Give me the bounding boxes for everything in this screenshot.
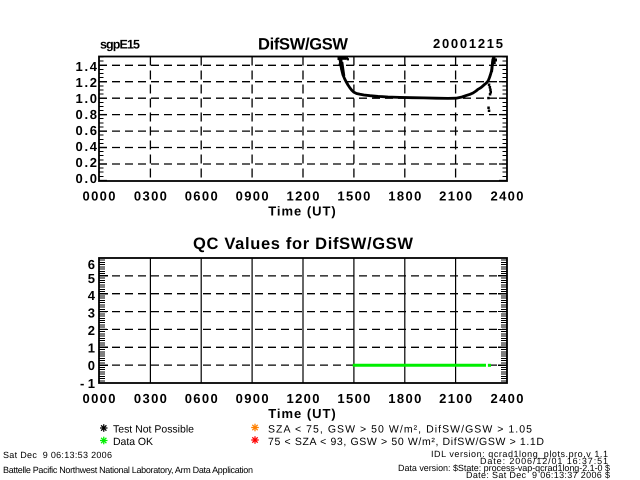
svg-text:2400: 2400 bbox=[491, 391, 524, 406]
svg-text:0.2: 0.2 bbox=[76, 155, 98, 170]
svg-text:3: 3 bbox=[88, 306, 95, 321]
svg-text:Time (UT): Time (UT) bbox=[268, 406, 336, 421]
svg-text:1.2: 1.2 bbox=[76, 75, 98, 90]
svg-text:SZA < 75, GSW > 50 W/m², DifSW: SZA < 75, GSW > 50 W/m², DifSW/GSW > 1.0… bbox=[268, 424, 532, 436]
svg-text:1.4: 1.4 bbox=[76, 59, 98, 74]
svg-text:0300: 0300 bbox=[134, 391, 167, 406]
svg-text:1200: 1200 bbox=[287, 391, 320, 406]
svg-text:0: 0 bbox=[88, 358, 95, 373]
svg-text:Date: Sat Dec 9 06:13:37 2006: Date: Sat Dec 9 06:13:37 2006 $ bbox=[466, 470, 610, 480]
svg-text:2400: 2400 bbox=[491, 189, 524, 204]
svg-text:0900: 0900 bbox=[236, 189, 269, 204]
svg-text:2100: 2100 bbox=[439, 189, 472, 204]
svg-text:2: 2 bbox=[88, 323, 95, 338]
svg-text:0000: 0000 bbox=[83, 189, 116, 204]
svg-text:0000: 0000 bbox=[83, 391, 116, 406]
svg-text:0.0: 0.0 bbox=[76, 171, 98, 186]
svg-text:0.4: 0.4 bbox=[76, 139, 98, 154]
svg-text:Data OK: Data OK bbox=[113, 436, 153, 448]
svg-text:IDL version: qcrad1long_plots.: IDL version: qcrad1long_plots.pro,v 1.1 bbox=[431, 449, 608, 459]
svg-text:20001215: 20001215 bbox=[433, 36, 503, 51]
svg-text:Time (UT): Time (UT) bbox=[268, 204, 336, 219]
svg-text:1: 1 bbox=[88, 341, 95, 356]
svg-text:1.0: 1.0 bbox=[76, 91, 98, 106]
svg-text:0.8: 0.8 bbox=[76, 107, 98, 122]
svg-text:0600: 0600 bbox=[185, 391, 218, 406]
svg-text:1800: 1800 bbox=[388, 391, 421, 406]
svg-text:1200: 1200 bbox=[287, 189, 320, 204]
svg-text:QC Values for DifSW/GSW: QC Values for DifSW/GSW bbox=[193, 235, 413, 253]
svg-text:Sat Dec 9 06:13:53 2006: Sat Dec 9 06:13:53 2006 bbox=[3, 450, 112, 460]
svg-text:Test Not Possible: Test Not Possible bbox=[113, 424, 194, 436]
svg-text:0300: 0300 bbox=[134, 189, 167, 204]
svg-text:DifSW/GSW: DifSW/GSW bbox=[258, 36, 348, 54]
svg-text:4: 4 bbox=[88, 288, 96, 303]
svg-text:sgpE15: sgpE15 bbox=[100, 37, 140, 51]
svg-text:-1: -1 bbox=[80, 376, 95, 391]
svg-text:0.6: 0.6 bbox=[76, 123, 98, 138]
svg-text:0900: 0900 bbox=[236, 391, 269, 406]
svg-text:1500: 1500 bbox=[337, 189, 370, 204]
svg-text:0600: 0600 bbox=[185, 189, 218, 204]
svg-text:75 < SZA < 93, GSW > 50 W/m²,: 75 < SZA < 93, GSW > 50 W/m², DifSW/GSW … bbox=[268, 436, 544, 448]
svg-text:5: 5 bbox=[88, 271, 95, 286]
svg-text:Battelle Pacific Northwest Nat: Battelle Pacific Northwest National Labo… bbox=[3, 465, 253, 475]
svg-text:1500: 1500 bbox=[337, 391, 370, 406]
svg-text:1800: 1800 bbox=[388, 189, 421, 204]
svg-text:6: 6 bbox=[88, 257, 95, 272]
svg-text:2100: 2100 bbox=[439, 391, 472, 406]
svg-text:Date: 2006/12/01 16:37:51: Date: 2006/12/01 16:37:51 bbox=[480, 456, 608, 466]
svg-text:Data version: $State: process-: Data version: $State: process-vap-qcrad1… bbox=[398, 463, 610, 473]
